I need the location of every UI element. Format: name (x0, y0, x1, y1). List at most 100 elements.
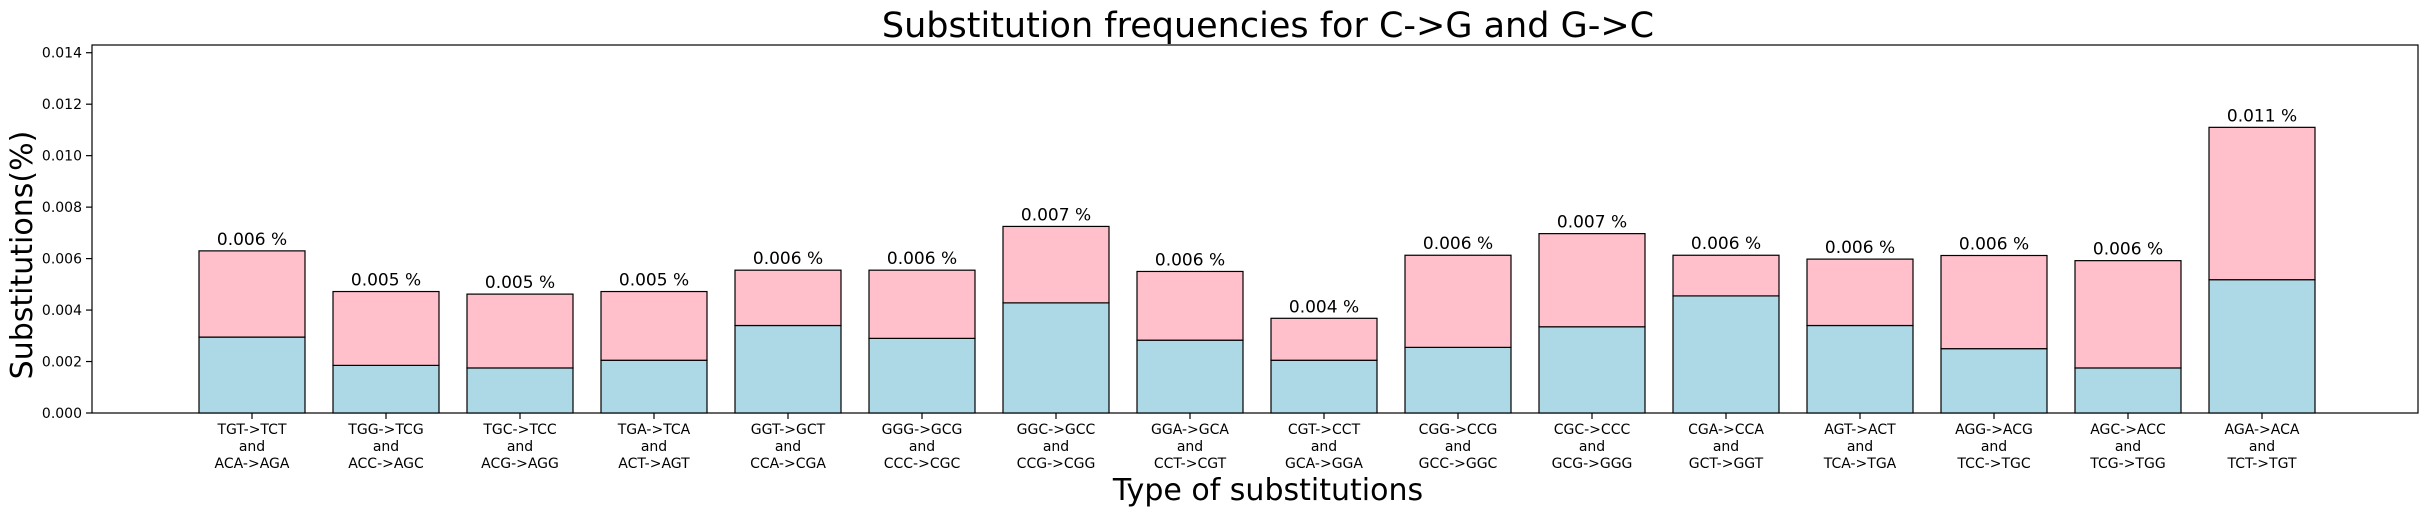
x-tick-label-line: CGT->CCT (1288, 422, 1361, 438)
bar-segment-lower (734, 324, 842, 414)
x-tick-label-line: TGA->TCA (617, 422, 691, 438)
x-tick-label-line: and (1847, 439, 1873, 455)
x-tick-label: GGC->GCC and CCG->CGG (1017, 422, 1096, 472)
bar-segment-lower (466, 367, 574, 414)
data-label: 0.011 % (2227, 106, 2297, 126)
bar-segment-lower (2208, 279, 2316, 414)
x-tick-label-line: GGG->GCG (882, 422, 963, 438)
x-tick-label-line: AGT->ACT (1824, 422, 1896, 438)
x-tick-label-line: and (775, 439, 801, 455)
x-tick-label-line: ACT->AGT (618, 456, 690, 472)
x-tick-label: AGC->ACC and TCG->TGG (2089, 422, 2166, 472)
x-tick-label-line: and (641, 439, 667, 455)
x-tick-label: TGC->TCC and ACG->AGG (481, 422, 559, 472)
x-tick-label: CGA->CCA and GCT->GGT (1688, 422, 1764, 472)
x-tick-label-line: GGC->GCC (1017, 422, 1096, 438)
x-tick-label-line: GGA->GCA (1151, 422, 1229, 438)
bar-segment-upper (1136, 270, 1244, 341)
bar-segment-upper (1806, 258, 1914, 327)
x-tick-label-line: and (1043, 439, 1069, 455)
x-tick-label-line: TCC->TGC (1956, 456, 2030, 472)
x-tick-label-line: and (1311, 439, 1337, 455)
data-label: 0.007 % (1021, 205, 1091, 225)
x-tick-label-line: TGT->TCT (216, 422, 286, 438)
x-tick-label-line: and (1177, 439, 1203, 455)
bar-segment-upper (734, 269, 842, 327)
x-tick-label-line: AGG->ACG (1955, 422, 2033, 438)
x-tick-label-line: AGC->ACC (2090, 422, 2166, 438)
x-tick-label-line: and (507, 439, 533, 455)
data-label: 0.006 % (753, 249, 823, 269)
bar-segment-upper (1672, 254, 1780, 297)
x-tick-label: AGA->ACA and TCT->TGT (2225, 422, 2300, 472)
x-tick-label-line: AGA->ACA (2225, 422, 2300, 438)
data-label: 0.004 % (1289, 297, 1359, 317)
bar-segment-lower (198, 336, 306, 414)
y-tick-label: 0.008 (42, 200, 82, 216)
bar-segment-lower (1002, 302, 1110, 414)
x-tick-label-line: and (909, 439, 935, 455)
x-tick-label: TGA->TCA and ACT->AGT (617, 422, 691, 472)
x-tick-label-line: and (1579, 439, 1605, 455)
bar-segment-upper (198, 250, 306, 338)
x-tick-label-line: and (373, 439, 399, 455)
bar-segment-upper (2208, 126, 2316, 281)
x-tick-label: CGC->CCC and GCG->GGG (1552, 422, 1633, 472)
y-tick-label: 0.012 (42, 97, 82, 113)
data-label: 0.006 % (1691, 234, 1761, 254)
bar-segment-lower (1404, 346, 1512, 414)
y-tick-label: 0.014 (42, 46, 82, 62)
x-tick-label-line: ACA->AGA (215, 456, 290, 472)
y-axis-title: Substitutions(%) (5, 131, 40, 380)
bar-segment-upper (466, 293, 574, 369)
data-label: 0.006 % (217, 230, 287, 250)
data-label: 0.007 % (1557, 213, 1627, 233)
x-tick-label-line: GCT->GGT (1689, 456, 1764, 472)
x-tick-label-line: GCC->GGC (1419, 456, 1498, 472)
x-tick-label-line: and (239, 439, 265, 455)
bar-segment-lower (1806, 324, 1914, 414)
x-tick-label-line: CGC->CCC (1554, 422, 1631, 438)
x-tick-label: AGT->ACT and TCA->TGA (1823, 422, 1897, 472)
y-tick-label: 0.006 (42, 252, 82, 268)
data-label: 0.006 % (887, 249, 957, 269)
bar-segment-upper (1270, 317, 1378, 361)
x-tick-label-line: CCT->CGT (1154, 456, 1227, 472)
plot-area: 0.000 0.002 0.004 0.006 0.008 0.010 0.012 0.014… (42, 44, 2419, 472)
x-tick-label-line: and (2115, 439, 2141, 455)
x-tick-label: TGT->TCT and ACA->AGA (215, 422, 290, 472)
bar-segment-lower (1940, 348, 2048, 414)
x-tick-label-line: CGA->CCA (1688, 422, 1764, 438)
bar-segment-lower (1270, 359, 1378, 414)
data-label: 0.005 % (351, 271, 421, 291)
bar-segment-lower (868, 337, 976, 414)
x-tick-label-line: GCG->GGG (1552, 456, 1633, 472)
bar-segment-upper (1002, 225, 1110, 304)
y-tick-label: 0.000 (42, 406, 82, 422)
x-tick-label-line: TCA->TGA (1823, 456, 1897, 472)
x-tick-label: CGG->CCG and GCC->GGC (1419, 422, 1498, 472)
x-tick-label-line: CGG->CCG (1419, 422, 1498, 438)
data-label: 0.005 % (485, 273, 555, 293)
x-tick-label-line: TGC->TCC (482, 422, 556, 438)
bar-segment-upper (2074, 260, 2182, 369)
bar-segment-lower (332, 364, 440, 414)
x-tick-label-line: CCC->CGC (884, 456, 961, 472)
bar-segment-upper (1940, 254, 2048, 350)
bar-segment-upper (1404, 254, 1512, 348)
bar-segment-upper (332, 290, 440, 366)
x-tick-label: TGG->TCG and ACC->AGC (347, 422, 424, 472)
x-tick-label-line: and (1981, 439, 2007, 455)
bar-segment-upper (1538, 233, 1646, 328)
x-tick-label: GGA->GCA and CCT->CGT (1151, 422, 1229, 472)
data-label: 0.006 % (1825, 238, 1895, 258)
bar-segment-lower (1136, 339, 1244, 414)
x-tick-label-line: TGG->TCG (347, 422, 423, 438)
x-tick-label: AGG->ACG and TCC->TGC (1955, 422, 2033, 472)
data-label: 0.006 % (1155, 250, 1225, 270)
x-tick-label-line: CCA->CGA (750, 456, 826, 472)
y-tick-label: 0.004 (42, 303, 82, 319)
x-tick-label-line: CCG->CGG (1017, 456, 1096, 472)
data-label: 0.005 % (619, 271, 689, 291)
